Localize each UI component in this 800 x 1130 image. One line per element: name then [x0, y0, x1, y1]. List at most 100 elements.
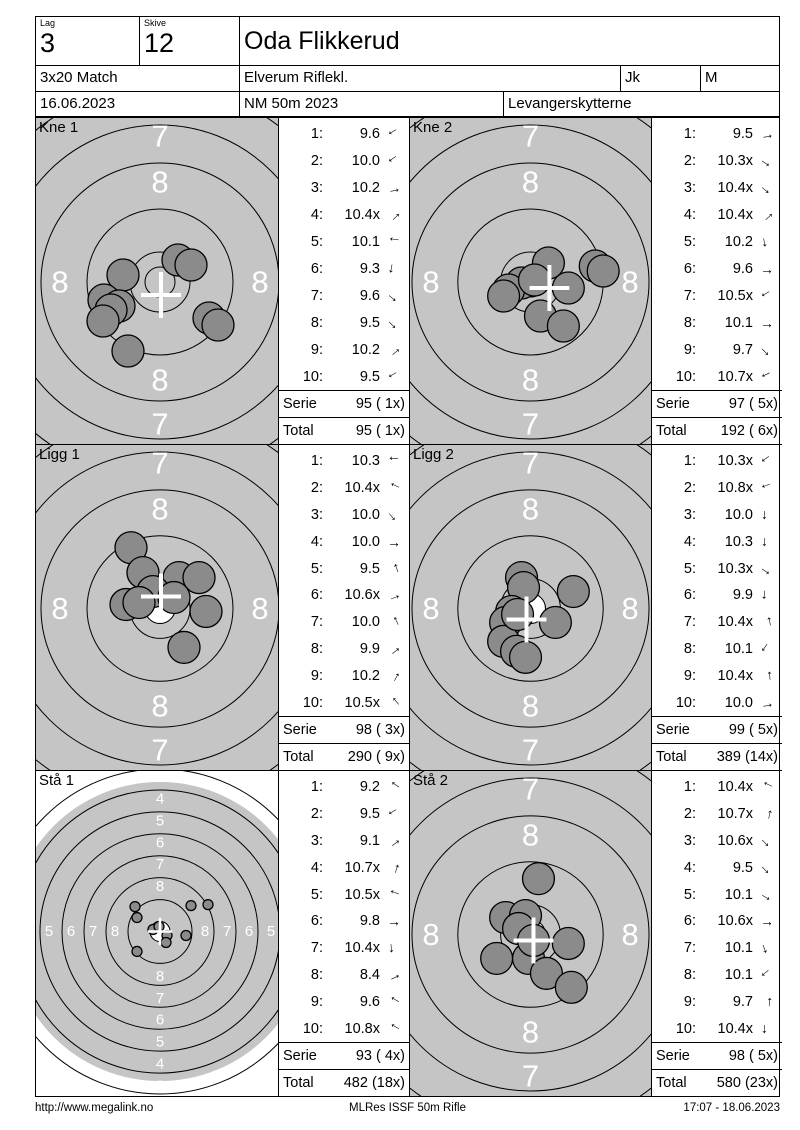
shot-value: 9.7 — [732, 993, 753, 1010]
direction-arrow-icon: → — [760, 260, 774, 277]
direction-arrow-icon: → — [756, 830, 778, 852]
shot-value: 10.4x — [717, 207, 753, 224]
shot-value: 9.7 — [732, 341, 753, 358]
direction-arrow-icon: → — [387, 453, 401, 470]
total-value: 290 ( 9x) — [347, 749, 405, 765]
shot-number: 9: — [310, 667, 323, 684]
target-title: Ligg 1 — [39, 446, 80, 463]
shot-number: 3: — [310, 180, 323, 197]
direction-arrow-icon: → — [759, 534, 775, 549]
shot-hole — [167, 630, 201, 664]
direction-arrow-icon: → — [756, 558, 778, 580]
shot-row: 6: 9.6 → — [652, 256, 782, 283]
shot-number: 3: — [683, 506, 696, 523]
shot-number: 3: — [683, 832, 696, 849]
ring-number: 7 — [522, 733, 539, 768]
shot-number: 9: — [683, 993, 696, 1010]
shot-value: 10.4x — [717, 779, 753, 796]
target-title: Ligg 2 — [413, 446, 454, 463]
header: Lag 3 Skive 12 Oda Flikkerud 3x20 Match … — [35, 16, 780, 117]
direction-arrow-icon: → — [387, 533, 401, 550]
shot-value: 9.6 — [732, 260, 753, 277]
direction-arrow-icon: → — [758, 994, 776, 1010]
shot-number: 6: — [310, 260, 323, 277]
ring-number: 8 — [156, 878, 164, 895]
score-table-ligg-2: 1: 10.3x → 2: 10.8x → 3: 10.0 → 4: 10.3 → 5: 10.3x → 6:… — [651, 444, 782, 770]
ring-number: 5 — [156, 1034, 164, 1051]
total-label: Total — [283, 749, 314, 765]
direction-arrow-icon: → — [756, 857, 778, 879]
direction-arrow-icon: → — [756, 177, 778, 199]
direction-arrow-icon: → — [383, 612, 405, 632]
skive-cell: Skive 12 — [139, 17, 239, 65]
ring-number: 7 — [522, 118, 539, 153]
serie-value: 95 ( 1x) — [355, 396, 405, 412]
shot-value: 9.5 — [359, 368, 380, 385]
shot-hole — [122, 585, 156, 620]
shot-row: 10: 10.8x → — [279, 1015, 409, 1042]
target-ligg-1: 7 8 8 8 8 7 Ligg 1 — [36, 444, 278, 770]
shot-number: 3: — [310, 832, 323, 849]
shot-hole — [160, 936, 172, 949]
direction-arrow-icon: → — [383, 366, 405, 388]
shot-direction: → — [753, 693, 781, 711]
shot-value: 10.5x — [344, 886, 380, 903]
shot-row: 7: 9.6 → — [279, 282, 409, 309]
shot-number: 4: — [683, 859, 696, 876]
shot-number: 3: — [683, 180, 696, 197]
mpi-cross-icon — [506, 596, 547, 643]
ring-number: 7 — [151, 733, 168, 768]
shot-number: 4: — [310, 859, 323, 876]
shot-rows: 1: 10.4x → 2: 10.7x → 3: 10.6x → 4: 9.5 → 5: 10.1 → 6: 1… — [652, 771, 782, 1042]
shot-value: 9.8 — [359, 913, 380, 930]
shot-row: 3: 10.0 → — [279, 502, 409, 529]
ring-number: 8 — [151, 689, 168, 724]
shot-value: 10.4x — [717, 667, 753, 684]
shot-value: 10.1 — [724, 640, 753, 657]
shot-direction: → — [753, 994, 781, 1010]
ring-number: 8 — [422, 264, 439, 299]
shot-number: 2: — [310, 480, 323, 497]
footer: http://www.megalink.no MLRes ISSF 50m Ri… — [35, 1102, 780, 1114]
shot-rows: 1: 10.3x → 2: 10.8x → 3: 10.0 → 4: 10.3 → 5: 10.3x → 6:… — [652, 445, 782, 716]
shot-number: 5: — [683, 234, 696, 251]
target-title: Kne 1 — [39, 119, 79, 136]
target-ligg-2: 7 8 8 8 8 7 Ligg 2 — [409, 444, 651, 770]
shot-value: 10.6x — [717, 832, 753, 849]
shot-direction: → — [753, 234, 781, 251]
shot-row: 10: 10.7x → — [652, 363, 782, 390]
shot-direction: → — [753, 205, 781, 226]
total-row: Total 482 (18x) — [279, 1069, 409, 1096]
shot-hole — [554, 970, 588, 1004]
shot-direction: → — [753, 964, 781, 985]
shot-number: 8: — [310, 640, 323, 657]
shot-direction: → — [380, 504, 408, 525]
shot-value: 10.1 — [724, 314, 753, 331]
shot-direction: → — [753, 366, 781, 386]
shot-value: 9.5 — [359, 806, 380, 823]
total-row: Total 290 ( 9x) — [279, 743, 409, 770]
score-table-ligg-1: 1: 10.3 → 2: 10.4x → 3: 10.0 → 4: 10.0 → 5: 9.5 → 6: 10.… — [278, 444, 409, 770]
shot-value: 10.5x — [717, 287, 753, 304]
serie-value: 98 ( 5x) — [728, 1048, 778, 1064]
shot-number: 5: — [683, 886, 696, 903]
panels-grid: 7 8 8 8 8 7 Kne 1 1: 9.6 → 2: 10.0 → 3: 10.2 → 4: 10.4x → 5… — [35, 117, 782, 1097]
ring-number: 5 — [267, 923, 275, 940]
shot-number: 4: — [683, 207, 696, 224]
ring-number: 8 — [201, 923, 209, 940]
shot-hole — [189, 594, 223, 629]
shot-number: 1: — [683, 453, 696, 470]
shot-number: 9: — [683, 341, 696, 358]
shot-hole — [131, 945, 143, 958]
shot-direction: → — [380, 534, 408, 550]
score-table-stå-2: 1: 10.4x → 2: 10.7x → 3: 10.6x → 4: 9.5 → 5: 10.1 → 6: 1… — [651, 770, 782, 1096]
shot-direction: → — [380, 964, 408, 986]
shot-direction: → — [753, 177, 781, 199]
shot-rows: 1: 10.3 → 2: 10.4x → 3: 10.0 → 4: 10.0 → 5: 9.5 → 6: 10.… — [279, 445, 409, 716]
shot-row: 2: 10.7x → — [652, 801, 782, 828]
date: 16.06.2023 — [40, 95, 116, 112]
direction-arrow-icon: → — [384, 964, 404, 986]
shot-row: 3: 10.0 → — [652, 502, 782, 529]
shot-value: 10.0 — [351, 153, 380, 170]
